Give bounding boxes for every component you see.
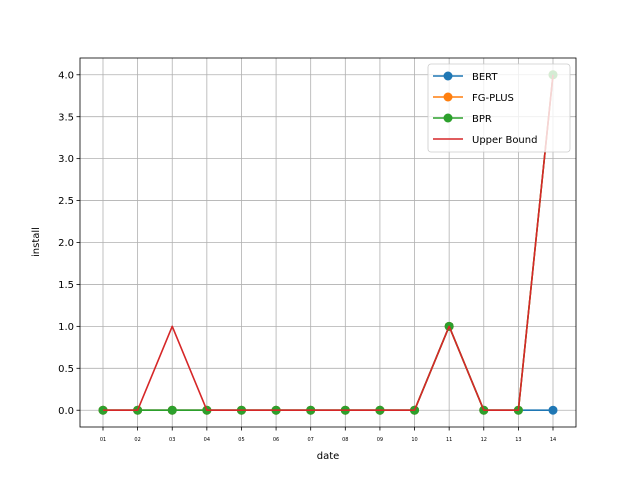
y-tick-label: 1.0 [58, 322, 74, 333]
y-tick-label: 1.5 [58, 280, 74, 291]
y-tick-label: 2.5 [58, 196, 74, 207]
legend-label-upper-bound: Upper Bound [472, 135, 537, 146]
legend-marker-bpr [443, 113, 453, 123]
x-tick-label: 12 [481, 437, 487, 443]
legend-label-fg-plus: FG-PLUS [472, 93, 514, 104]
series-layer [98, 70, 558, 415]
data-point-bert [548, 405, 558, 415]
legend-label-bert: BERT [472, 72, 498, 83]
x-axis-label: date [317, 451, 340, 462]
y-tick-label: 3.0 [58, 154, 74, 165]
x-tick-label: 07 [308, 437, 314, 443]
x-axis-ticks: 01 02 03 04 05 06 07 08 09 10 11 12 13 14 [100, 427, 556, 443]
x-tick-label: 09 [377, 437, 383, 443]
x-tick-label: 05 [238, 437, 244, 443]
legend-box [427, 63, 571, 153]
y-tick-label: 0.5 [58, 364, 74, 375]
legend-marker-bert [443, 71, 453, 81]
legend: BERT FG-PLUS BPR Upper Bound [427, 63, 571, 153]
y-tick-label: 4.0 [58, 70, 74, 81]
y-tick-label: 0.0 [58, 406, 74, 417]
x-tick-label: 04 [204, 437, 210, 443]
y-axis-label: install [31, 227, 42, 257]
x-tick-label: 03 [169, 437, 175, 443]
x-tick-label: 01 [100, 437, 106, 443]
x-tick-label: 14 [550, 437, 556, 443]
legend-marker-fg-plus [443, 92, 453, 102]
x-tick-label: 08 [342, 437, 348, 443]
legend-label-bpr: BPR [472, 114, 492, 125]
x-tick-label: 11 [446, 437, 452, 443]
y-tick-label: 2.0 [58, 238, 74, 249]
x-tick-label: 06 [273, 437, 279, 443]
x-tick-label: 02 [134, 437, 140, 443]
y-axis-ticks: 0.0 0.5 1.0 1.5 2.0 2.5 3.0 3.5 4.0 [58, 70, 80, 417]
series-upper-bound [103, 74, 554, 412]
y-tick-label: 3.5 [58, 112, 74, 123]
x-tick-label: 10 [411, 437, 417, 443]
x-tick-label: 13 [515, 437, 521, 443]
data-point-bpr [167, 405, 177, 415]
grid-lines [80, 58, 576, 427]
series-line-upper-bound [103, 74, 554, 412]
